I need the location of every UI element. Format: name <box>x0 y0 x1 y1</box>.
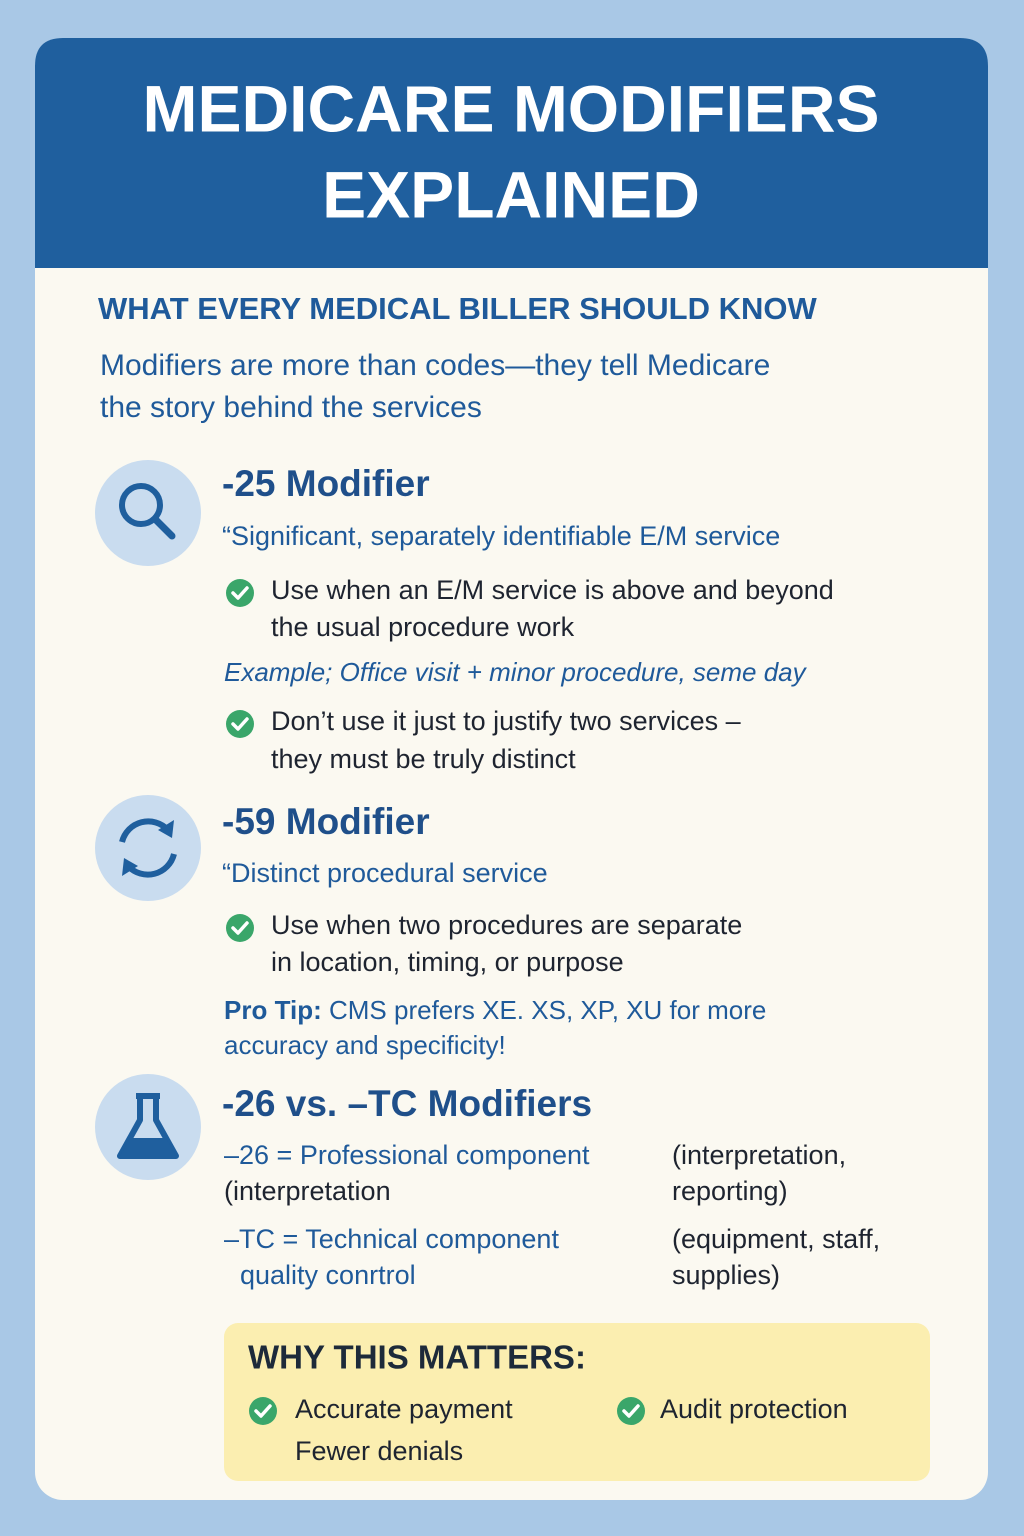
subtitle: WHAT EVERY MEDICAL BILLER SHOULD KNOW <box>98 291 817 326</box>
icon-refresh <box>95 795 201 901</box>
why-item: Accurate payment <box>295 1394 513 1424</box>
row-left: quality conrtrol <box>240 1260 416 1290</box>
example: Example; Office visit + minor procedure,… <box>224 657 808 687</box>
row-right: reporting) <box>672 1176 788 1206</box>
intro: the story behind the services <box>100 391 482 424</box>
section-quote: “Distinct procedural service <box>222 858 548 888</box>
why-title: WHY THIS MATTERS: <box>248 1339 586 1376</box>
why-item: Audit protection <box>660 1394 848 1424</box>
check-icon <box>224 912 256 944</box>
pro-tip: Pro Tip: CMS prefers XE. XS, XP, XU for … <box>224 995 766 1025</box>
row-right: (interpretation, <box>672 1140 846 1170</box>
section-heading: -25 Modifier <box>222 463 430 504</box>
check-icon <box>247 1395 279 1427</box>
section-heading: -59 Modifier <box>222 801 430 842</box>
check-icon <box>615 1395 647 1427</box>
bullet: Don’t use it just to justify two service… <box>271 706 741 736</box>
intro: Modifiers are more than codes—they tell … <box>100 349 770 382</box>
section-heading: -26 vs. –TC Modifiers <box>222 1083 592 1124</box>
pro-tip-text: accuracy and specificity! <box>224 1030 506 1060</box>
bullet: in location, timing, or purpose <box>271 947 624 977</box>
title: MEDICARE MODIFIERS <box>142 71 879 145</box>
header-band <box>35 38 988 268</box>
row-left: (interpretation <box>224 1176 391 1206</box>
bullet: Use when an E/M service is above and bey… <box>271 575 834 605</box>
pro-tip-text: CMS prefers XE. XS, XP, XU for more <box>329 995 766 1025</box>
check-icon <box>224 708 256 740</box>
row-left: –TC = Technical component <box>224 1224 559 1254</box>
pro-tip-label: Pro Tip: <box>224 995 322 1025</box>
title: EXPLAINED <box>322 157 700 231</box>
why-item: Fewer denials <box>295 1436 463 1466</box>
card <box>35 38 988 1500</box>
check-icon <box>224 577 256 609</box>
row-right: (equipment, staff, <box>672 1224 880 1254</box>
row-left: –26 = Professional component <box>224 1140 590 1170</box>
bullet: they must be truly distinct <box>271 744 576 774</box>
section-quote: “Significant, separately identifiable E/… <box>222 521 780 551</box>
icon-search <box>95 460 201 566</box>
icon-flask <box>95 1074 201 1180</box>
row-right: supplies) <box>672 1260 780 1290</box>
bullet: Use when two procedures are separate <box>271 910 742 940</box>
why-box <box>224 1323 930 1481</box>
bullet: the usual procedure work <box>271 612 575 642</box>
